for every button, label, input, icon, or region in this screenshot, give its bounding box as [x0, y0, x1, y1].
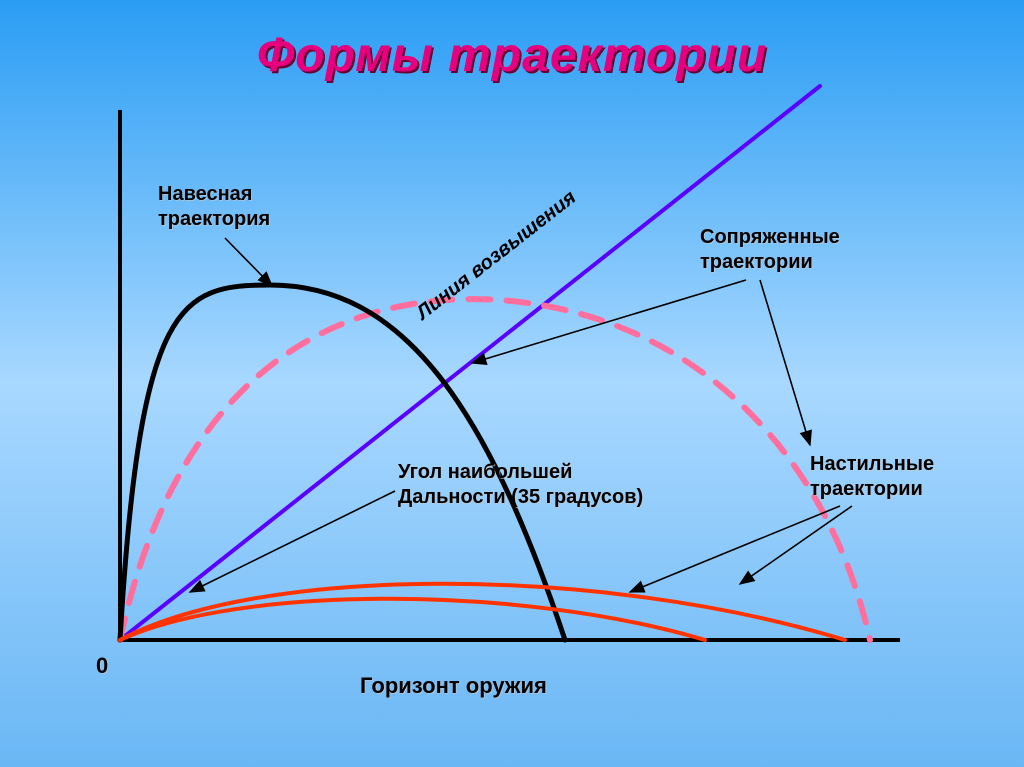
diagram-canvas: Линия возвышения Формы траектории 0 Наве…	[0, 0, 1024, 767]
label-flat-trajectories: Настильныетраектории	[810, 452, 934, 502]
label-conjugate-trajectories: Сопряженныетраектории	[700, 225, 840, 275]
label-high-trajectory: Навеснаятраектория	[158, 182, 270, 232]
page-title: Формы траектории	[0, 28, 1024, 83]
label-horizon: Горизонт оружия	[360, 672, 547, 700]
origin-label: 0	[96, 652, 108, 680]
diagram-svg: Линия возвышения	[0, 0, 1024, 767]
label-max-range-angle: Угол наибольшейДальности (35 градусов)	[398, 460, 643, 510]
